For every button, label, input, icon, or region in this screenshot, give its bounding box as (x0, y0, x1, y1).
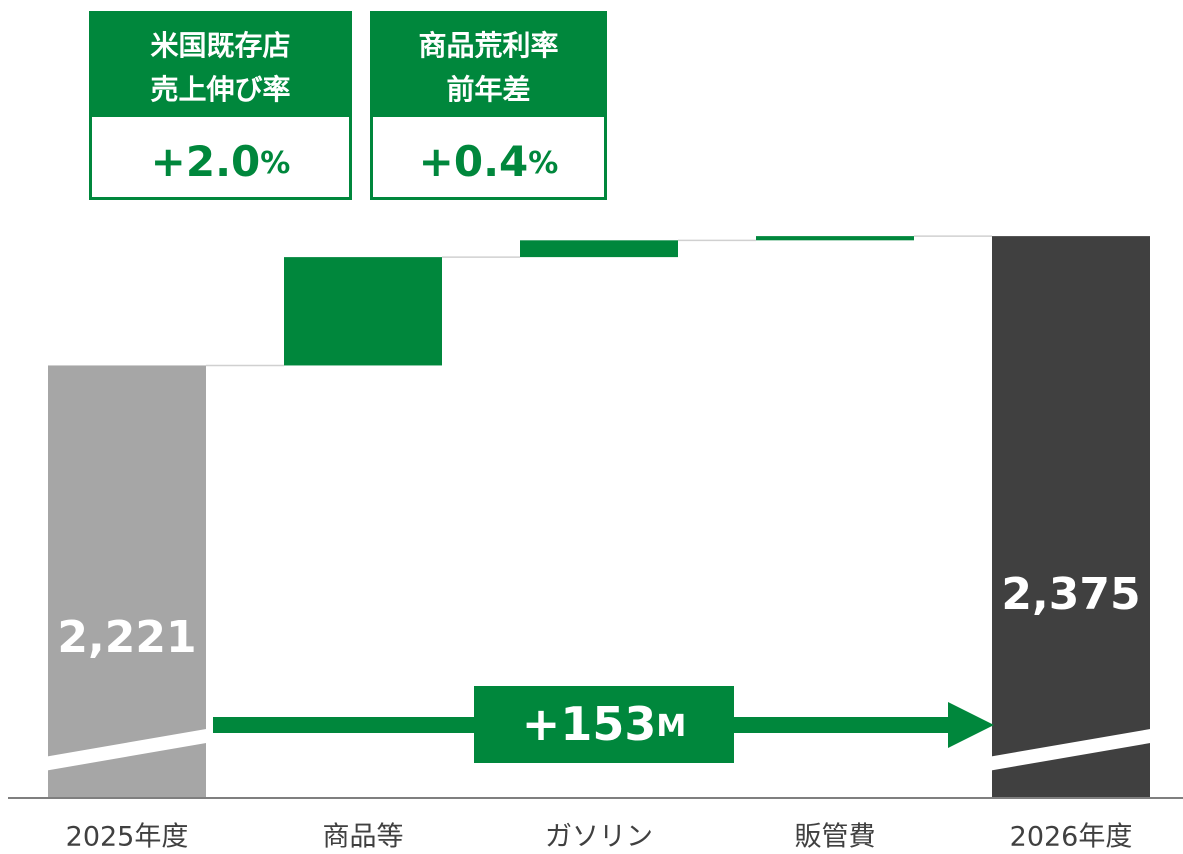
callout-title: 前年差 (446, 73, 530, 106)
callout-value: +2.0% (151, 137, 291, 186)
x-tick-label: 販管費 (795, 822, 876, 853)
callout-title: 商品荒利率 (418, 29, 558, 62)
callout-header (89, 11, 352, 117)
bar (520, 240, 678, 258)
callout-number: +0.4 (419, 137, 529, 186)
callout-number: +2.0 (151, 137, 261, 186)
axis-break (44, 728, 212, 771)
arrow-head (948, 702, 994, 748)
x-tick-label: 商品等 (323, 822, 404, 853)
callout-unit: % (528, 146, 558, 181)
change-label: +153M (522, 697, 686, 751)
bar (284, 257, 442, 366)
callout-unit: % (260, 146, 290, 181)
bar (48, 365, 206, 798)
change-box (474, 686, 734, 763)
callout-title: 米国既存店 (150, 29, 290, 62)
change-value: +153 (522, 697, 657, 751)
change-unit: M (656, 709, 686, 744)
value-label: 2,375 (1001, 569, 1140, 620)
callout-header (370, 11, 607, 117)
axis-break (988, 728, 1156, 771)
bar (756, 236, 914, 241)
x-tick-label: 2025年度 (66, 822, 189, 853)
callout-title: 売上伸び率 (150, 73, 290, 106)
value-label: 2,221 (57, 612, 196, 663)
x-tick-label: ガソリン (545, 822, 653, 853)
bar (992, 236, 1150, 798)
callout-value: +0.4% (419, 137, 559, 186)
x-tick-label: 2026年度 (1010, 822, 1133, 853)
